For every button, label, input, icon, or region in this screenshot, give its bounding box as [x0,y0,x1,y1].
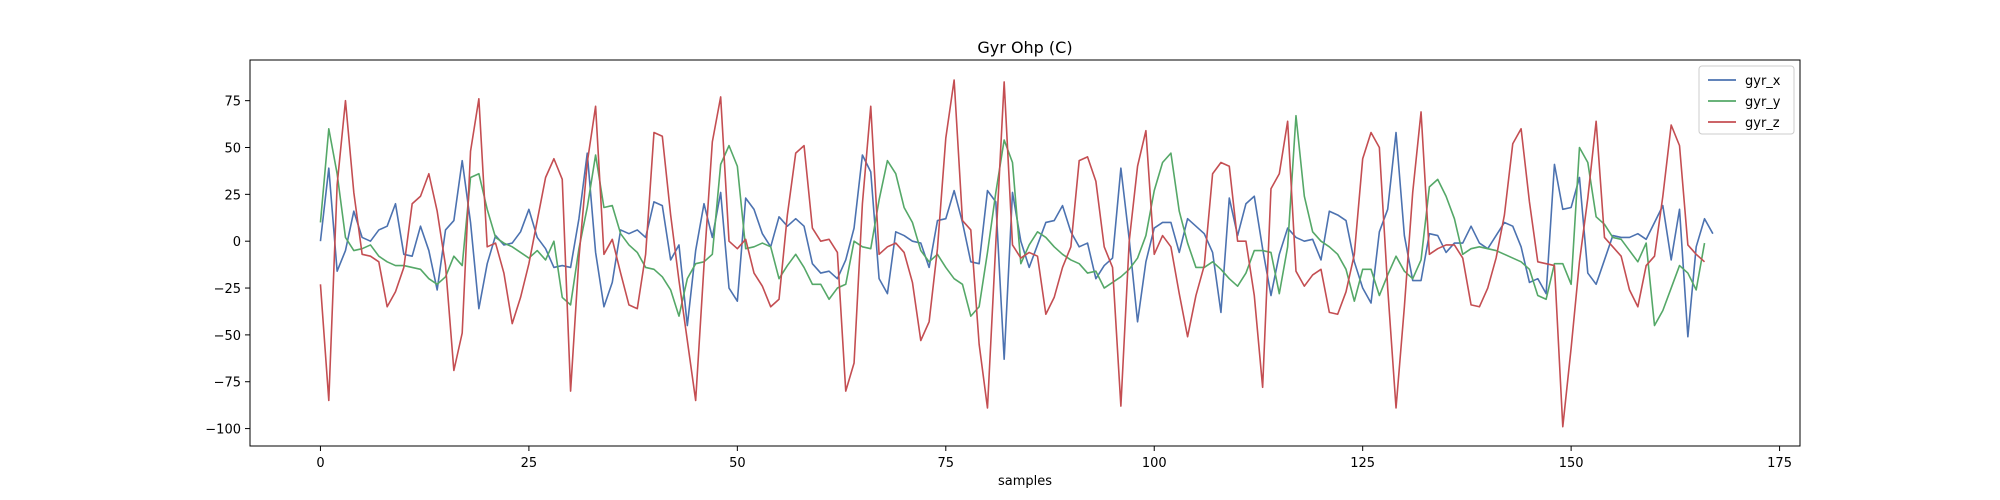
x-tick-label: 100 [1142,456,1167,471]
x-tick-label: 125 [1350,456,1375,471]
legend-label: gyr_x [1745,74,1781,89]
legend-box [1698,65,1795,135]
plot-frame [249,59,1801,447]
series-group [319,79,1714,428]
y-tick-label: −50 [214,329,241,344]
y-axis: −100 −75 −50 −25 0 25 50 75 [205,95,250,438]
chart-title: Gyr Ohp (C) [977,38,1072,57]
y-tick-label: −100 [205,423,241,438]
series-line-gyr-y [319,114,1706,327]
x-axis-label: samples [998,474,1052,489]
x-tick-label: 0 [316,456,324,471]
y-tick-label: 50 [224,142,241,157]
x-tick-label: 75 [938,456,955,471]
legend-label: gyr_y [1745,95,1781,110]
y-tick-label: 0 [233,235,241,250]
y-tick-label: 75 [224,95,241,110]
series-line-gyr-z [319,79,1706,428]
legend-label: gyr_z [1745,116,1780,131]
legend: gyr_x gyr_y gyr_z [1698,65,1795,135]
x-tick-label: 150 [1559,456,1584,471]
y-tick-label: −25 [214,282,241,297]
y-tick-label: −75 [214,376,241,391]
x-tick-label: 175 [1767,456,1792,471]
y-tick-label: 25 [224,188,241,203]
x-tick-label: 50 [729,456,746,471]
x-axis: 0 25 50 75 100 125 150 175 [316,446,1792,471]
x-tick-label: 25 [521,456,538,471]
